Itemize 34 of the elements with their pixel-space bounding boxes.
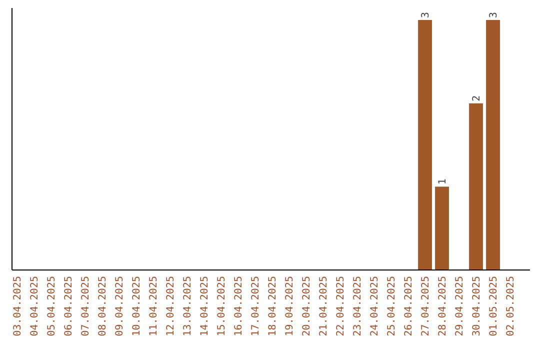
x-tick-label: 18.04.2025 xyxy=(268,276,278,336)
x-tick-label: 28.04.2025 xyxy=(438,276,448,336)
x-tick-label: 02.05.2025 xyxy=(506,276,516,336)
x-tick-label: 29.04.2025 xyxy=(454,276,466,336)
x-tick-label: 09.04.2025 xyxy=(114,276,126,336)
x-tick-label: 14.04.2025 xyxy=(200,276,210,336)
x-tick-label: 16.04.2025 xyxy=(234,276,244,336)
x-tick-label: 03.04.2025 xyxy=(12,276,24,336)
x-tick-label: 21.04.2025 xyxy=(318,276,330,336)
data-label: 3 xyxy=(420,12,432,18)
x-tick-label: 25.04.2025 xyxy=(386,276,398,336)
x-tick-label: 04.04.2025 xyxy=(30,276,40,336)
x-tick-label: 12.04.2025 xyxy=(166,276,176,336)
x-tick-label: 17.04.2025 xyxy=(250,276,262,336)
x-tick-label: 07.04.2025 xyxy=(80,276,92,336)
x-tick-label: 22.04.2025 xyxy=(336,276,346,336)
x-tick-label: 06.04.2025 xyxy=(64,276,74,336)
x-tick-label: 11.04.2025 xyxy=(148,276,160,336)
x-tick-label: 24.04.2025 xyxy=(370,276,380,336)
x-tick-label: 27.04.2025 xyxy=(420,276,432,336)
x-tick-label: 05.04.2025 xyxy=(46,276,58,336)
x-tick-label: 01.05.2025 xyxy=(488,276,500,336)
x-tick-label: 10.04.2025 xyxy=(132,276,142,336)
x-tick-label: 13.04.2025 xyxy=(182,276,194,336)
x-tick-label: 23.04.2025 xyxy=(352,276,364,336)
data-label: 1 xyxy=(438,178,448,185)
x-tick-label: 19.04.2025 xyxy=(284,276,296,336)
x-tick-label: 08.04.2025 xyxy=(98,276,108,336)
data-label: 3 xyxy=(488,12,500,18)
x-tick-label: 26.04.2025 xyxy=(404,276,414,336)
x-tick-label: 30.04.2025 xyxy=(472,276,482,336)
data-label: 2 xyxy=(472,95,482,102)
x-tick-label: 20.04.2025 xyxy=(302,276,312,336)
x-tick-label: 15.04.2025 xyxy=(216,276,228,336)
